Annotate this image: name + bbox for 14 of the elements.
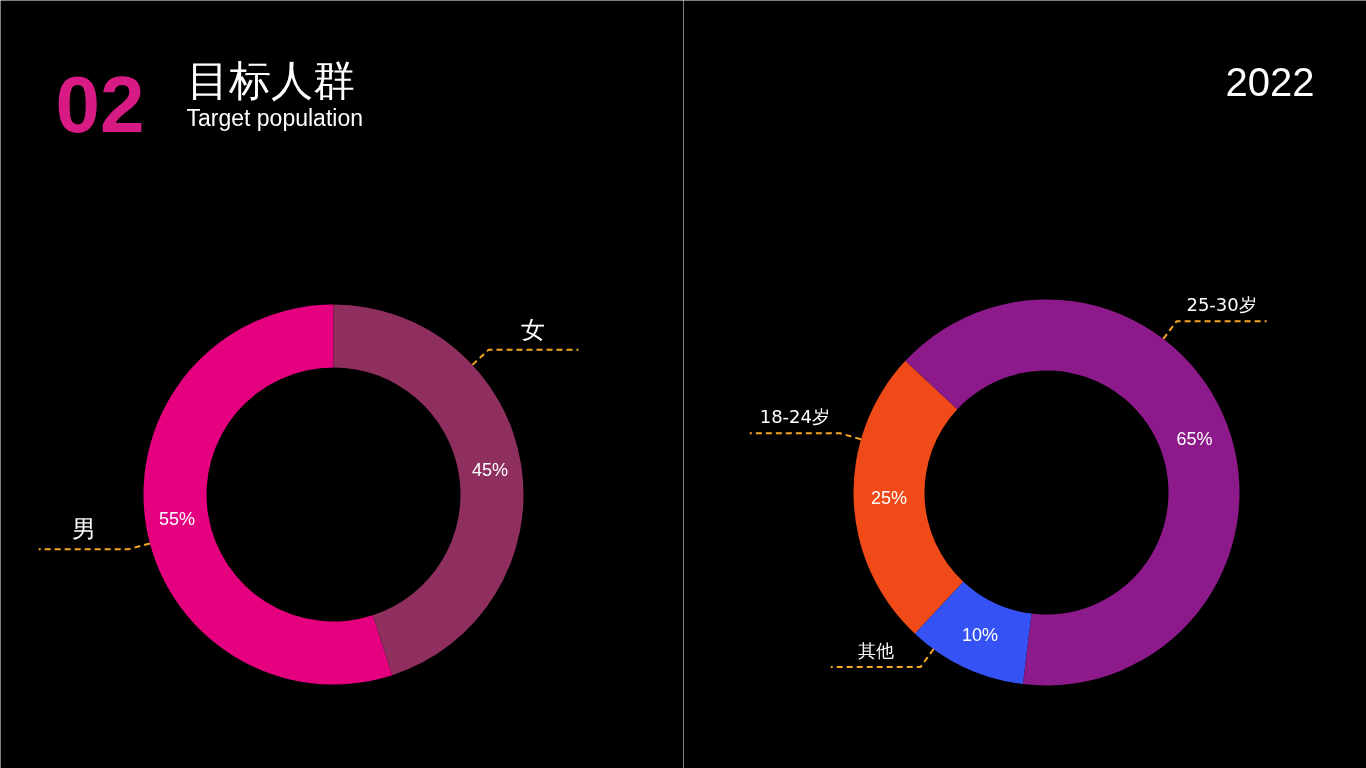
slice-label: 男 [71, 515, 96, 544]
slice-label: 其他 [857, 639, 894, 661]
text: 02 [55, 59, 145, 149]
data-label: 65% [1176, 428, 1213, 449]
chart-subtitle: Target population [186, 104, 363, 131]
data-label: 10% [961, 625, 998, 646]
data-label: 45% [472, 459, 509, 480]
slice-label: 18-24岁 [759, 406, 830, 428]
slice-label: 女 [521, 315, 546, 344]
data-label: 55% [158, 509, 195, 530]
text: 2022 [1225, 59, 1315, 104]
chart-title: 目标人群 [186, 55, 355, 105]
slice-label: 25-30岁 [1186, 294, 1257, 316]
data-label: 25% [871, 488, 908, 508]
